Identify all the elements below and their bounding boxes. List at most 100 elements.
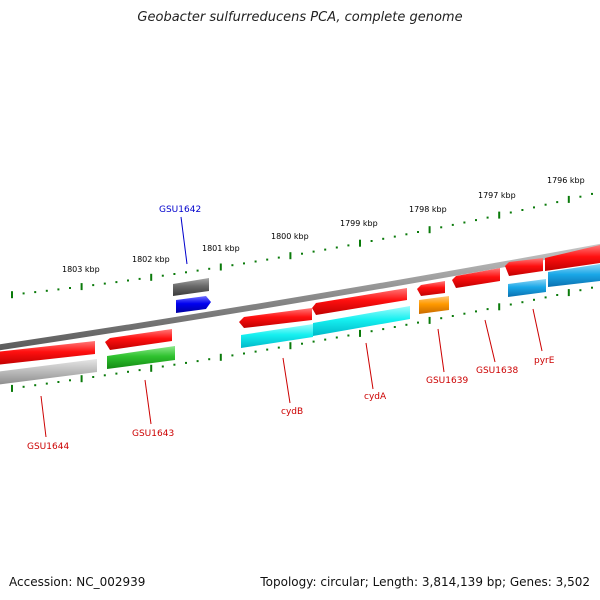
outer-scale-minor-tick	[475, 219, 477, 222]
inner-scale-major-tick	[567, 289, 570, 297]
outer-scale-minor-tick	[69, 287, 71, 289]
inner-scale-minor-tick	[57, 381, 60, 383]
leader-gsu1643	[144, 379, 152, 425]
scale-label-1796: 1796 kbp	[547, 176, 585, 185]
inner-scale-minor-tick	[451, 315, 454, 317]
inner-scale-minor-tick	[335, 336, 338, 339]
diagram-title: Geobacter sulfurreducens PCA, complete g…	[137, 10, 463, 25]
outer-scale-major-tick	[359, 239, 361, 247]
inner-scale-minor-tick	[347, 334, 350, 337]
scale-label-1800: 1800 kbp	[271, 232, 309, 241]
inner-scale-minor-tick	[440, 317, 443, 320]
gene-label-cydB[interactable]: cydB	[281, 407, 303, 417]
inner-scale-minor-tick	[312, 340, 315, 343]
scale-ring-inner	[11, 286, 593, 392]
inner-scale-minor-tick	[69, 379, 71, 382]
outer-scale-minor-tick	[556, 201, 559, 204]
gene-gsu1642-arrow[interactable]	[173, 278, 209, 296]
inner-scale-minor-tick	[161, 365, 164, 368]
outer-scale-minor-tick	[138, 277, 141, 280]
inner-scale-minor-tick	[243, 352, 245, 355]
gene-pyrE-reverse-arrow[interactable]	[548, 264, 600, 287]
inner-scale-minor-tick	[475, 310, 477, 313]
gene-label-cydA[interactable]: cydA	[364, 392, 387, 402]
outer-scale-minor-tick	[92, 284, 95, 287]
outer-scale-minor-tick	[509, 211, 512, 214]
outer-scale-minor-tick	[347, 244, 350, 247]
inner-scale-major-tick	[428, 316, 431, 324]
outer-scale-minor-tick	[185, 271, 187, 274]
inner-scale-minor-tick	[486, 308, 489, 311]
inner-scale-major-tick	[289, 342, 292, 350]
inner-scale-major-tick	[11, 384, 13, 392]
gene-gsu1642-neighbor-arrow[interactable]	[176, 296, 211, 313]
leader-gsu1644	[40, 395, 47, 438]
outer-scale-minor-tick	[405, 233, 408, 236]
gene-gsu1638-reverse-arrow[interactable]	[508, 279, 546, 297]
inner-scale-minor-tick	[579, 289, 582, 292]
leader-cydB	[282, 357, 291, 404]
scale-label-1803: 1803 kbp	[62, 265, 100, 274]
outer-scale-major-tick	[150, 273, 153, 281]
gene-cydB-neighbor-arrow[interactable]	[239, 308, 312, 328]
gene-gsu1643-neighbor-arrow[interactable]	[105, 329, 172, 350]
gene-label-gsu1639[interactable]: GSU1639	[426, 376, 468, 386]
outer-scale-minor-tick	[301, 252, 303, 255]
inner-scale-minor-tick	[591, 286, 593, 289]
gene-gsu1644-arrow[interactable]	[0, 359, 97, 385]
gene-gsu1644-neighbor-arrow[interactable]	[0, 341, 95, 365]
inner-scale-minor-tick	[544, 296, 547, 299]
outer-scale-minor-tick	[370, 240, 373, 242]
inner-scale-major-tick	[150, 364, 153, 372]
gene-gsu1639-neighbor-arrow[interactable]	[417, 281, 445, 296]
inner-scale-minor-tick	[533, 298, 535, 301]
leader-gsu1639	[437, 328, 445, 373]
genome-backbone	[0, 243, 600, 351]
gene-gsu1638-neighbor-arrow[interactable]	[505, 258, 543, 276]
inner-scale-minor-tick	[34, 384, 37, 387]
outer-scale-minor-tick	[34, 291, 37, 294]
outer-scale-minor-tick	[196, 269, 199, 272]
gene-label-gsu1644[interactable]: GSU1644	[27, 442, 69, 452]
outer-scale-minor-tick	[521, 209, 524, 211]
leader-gsu1642	[180, 216, 188, 265]
inner-scale-minor-tick	[405, 323, 408, 326]
gene-gsu1638-arrow[interactable]	[452, 268, 500, 288]
inner-scale-minor-tick	[173, 363, 176, 366]
outer-scale-major-tick	[498, 211, 501, 219]
inner-scale-minor-tick	[185, 361, 187, 364]
gene-cydB-arrow[interactable]	[241, 324, 313, 348]
gene-gsu1639-arrow[interactable]	[419, 296, 449, 314]
outer-scale-major-tick	[289, 252, 292, 260]
scale-labels: 1796 kbp 1797 kbp 1798 kbp 1799 kbp 1800…	[62, 176, 585, 274]
gene-label-gsu1643[interactable]: GSU1643	[132, 429, 174, 439]
gene-cydA-arrow[interactable]	[313, 306, 410, 336]
leader-gsu1638	[484, 319, 496, 363]
gene-cydA-neighbor-arrow[interactable]	[312, 288, 407, 315]
outer-scale-minor-tick	[277, 256, 280, 259]
outer-scale-minor-tick	[579, 195, 582, 198]
outer-scale-major-tick	[80, 283, 83, 291]
scale-ring-outer	[11, 192, 593, 299]
inner-scale-minor-tick	[463, 312, 466, 315]
outer-scale-minor-tick	[127, 279, 129, 282]
inner-scale-minor-tick	[509, 303, 512, 306]
inner-scale-major-tick	[498, 303, 501, 311]
outer-scale-minor-tick	[173, 273, 176, 275]
outer-scale-minor-tick	[335, 246, 338, 249]
outer-scale-minor-tick	[161, 274, 164, 277]
gene-label-gsu1642[interactable]: GSU1642	[159, 205, 201, 215]
outer-scale-minor-tick	[533, 206, 535, 209]
gene-gsu1643-arrow[interactable]	[107, 346, 175, 369]
gene-pyrE-arrow[interactable]	[545, 245, 600, 271]
outer-scale-minor-tick	[231, 264, 234, 267]
outer-scale-major-tick	[11, 291, 13, 299]
inner-scale-minor-tick	[370, 330, 373, 333]
gene-label-pyrE[interactable]: pyrE	[534, 356, 555, 366]
outer-scale-minor-tick	[451, 223, 454, 226]
inner-scale-minor-tick	[92, 376, 95, 378]
gene-label-gsu1638[interactable]: GSU1638	[476, 366, 518, 376]
scale-label-1801: 1801 kbp	[202, 244, 240, 253]
inner-scale-minor-tick	[382, 328, 385, 331]
